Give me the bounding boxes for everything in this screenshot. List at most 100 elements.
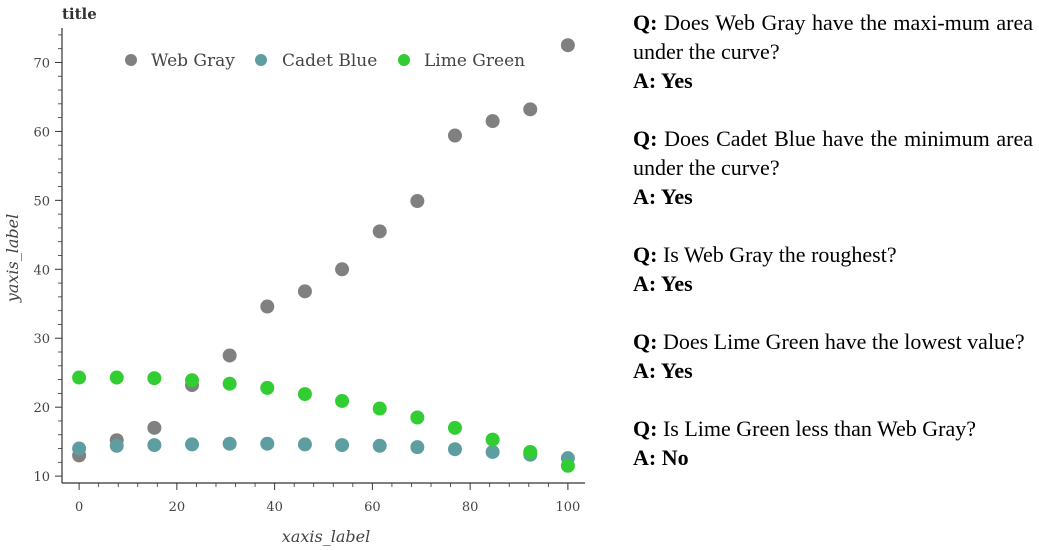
point-web-gray [372,224,387,239]
legend: Web Gray Cadet Blue Lime Green [125,51,525,71]
qa-item: Q: Is Lime Green less than Web Gray? A: N… [633,414,1033,472]
answer: A: Yes [633,356,1033,385]
point-lime-green [560,458,575,473]
x-tick-label: 20 [169,500,186,515]
y-tick-label: 30 [33,332,50,347]
x-tick-label: 0 [75,500,83,515]
data-points [72,38,575,473]
question-text: Is Lime Green less than Web Gray? [662,416,977,441]
question: Q: Does Cadet Blue have the minimum area… [633,124,1033,182]
point-cadet-blue [410,440,425,455]
y-tick-label: 10 [33,470,50,485]
legend-marker-web-gray [125,54,137,66]
point-web-gray [560,38,575,53]
answer-label: A: [633,358,657,383]
point-lime-green [185,373,200,388]
point-lime-green [523,444,538,459]
answer-text: No [661,445,689,470]
point-web-gray [523,102,538,117]
qa-item: Q: Does Cadet Blue have the minimum area… [633,124,1033,211]
point-cadet-blue [447,442,462,457]
answer-label: A: [633,445,657,470]
question-label: Q: [633,10,658,35]
y-tick-label: 60 [33,125,50,140]
point-lime-green [372,401,387,416]
point-web-gray [485,114,500,129]
answer-text: Yes [660,271,693,296]
point-lime-green [222,376,237,391]
answer: A: Yes [633,66,1033,95]
x-tick-label: 80 [462,500,479,515]
y-ticks: 10 20 30 40 50 60 70 [33,34,62,485]
point-web-gray [222,348,237,363]
point-lime-green [447,420,462,435]
question: Q: Is Web Gray the roughest? [633,240,1033,269]
point-cadet-blue [109,438,124,453]
x-tick-label: 60 [364,500,381,515]
x-tick-label: 100 [555,500,580,515]
x-tick-label: 40 [266,500,283,515]
point-web-gray [410,194,425,209]
point-web-gray [147,420,162,435]
qa-panel: Q: Does Web Gray have the maxi-mum area … [633,8,1033,501]
point-web-gray [447,128,462,143]
answer: A: No [633,443,1033,472]
legend-marker-cadet-blue [255,54,267,66]
question-text: Does Lime Green have the lowest value? [662,329,1025,354]
y-tick-label: 20 [33,401,50,416]
legend-label-web-gray: Web Gray [151,51,235,71]
y-tick-label: 40 [33,263,50,278]
point-web-gray [335,262,350,277]
question-text: Is Web Gray the roughest? [662,242,897,267]
qa-item: Q: Does Lime Green have the lowest value… [633,327,1033,385]
point-lime-green [485,432,500,447]
question: Q: Does Lime Green have the lowest value… [633,327,1033,356]
scatter-chart: title 0 20 40 60 80 100 10 20 30 40 50 60 70 Web Gr… [3,5,585,546]
answer: A: Yes [633,269,1033,298]
y-tick-label: 50 [33,194,50,209]
question-text: Does Web Gray have the maxi-mum area und… [633,10,1034,64]
point-lime-green [335,393,350,408]
legend-label-cadet-blue: Cadet Blue [282,51,377,71]
point-lime-green [72,370,87,385]
point-cadet-blue [185,437,200,452]
question-label: Q: [633,126,658,151]
question: Q: Is Lime Green less than Web Gray? [633,414,1033,443]
legend-label-lime-green: Lime Green [424,51,525,71]
answer-text: Yes [660,184,693,209]
question-label: Q: [633,416,658,441]
point-cadet-blue [372,438,387,453]
question-text: Does Cadet Blue have the minimum area un… [633,126,1034,180]
point-lime-green [260,380,275,395]
point-cadet-blue [335,438,350,453]
legend-marker-lime-green [398,54,410,66]
chart-title: title [62,5,97,23]
point-cadet-blue [260,436,275,451]
question-label: Q: [633,329,658,354]
point-cadet-blue [222,436,237,451]
answer-text: Yes [660,358,693,383]
point-cadet-blue [72,441,87,456]
x-axis-label: xaxis_label [282,527,370,546]
axes [61,28,585,484]
x-ticks: 0 20 40 60 80 100 [75,483,580,515]
point-lime-green [297,387,312,402]
y-tick-label: 70 [33,56,50,71]
qa-item: Q: Does Web Gray have the maxi-mum area … [633,8,1033,95]
point-cadet-blue [297,437,312,452]
answer-text: Yes [660,68,693,93]
point-web-gray [260,299,275,314]
point-web-gray [297,284,312,299]
point-cadet-blue [147,438,162,453]
answer-label: A: [633,184,657,209]
point-lime-green [410,410,425,425]
question-label: Q: [633,242,658,267]
answer: A: Yes [633,182,1033,211]
y-axis-label: yaxis_label [3,214,22,303]
point-lime-green [109,370,124,385]
answer-label: A: [633,68,657,93]
question: Q: Does Web Gray have the maxi-mum area … [633,8,1033,66]
point-cadet-blue [485,444,500,459]
qa-item: Q: Is Web Gray the roughest? A: Yes [633,240,1033,298]
answer-label: A: [633,271,657,296]
